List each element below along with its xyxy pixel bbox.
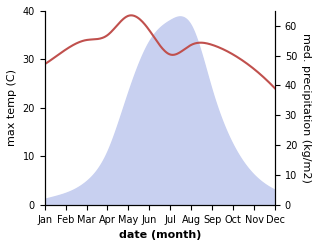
- Y-axis label: max temp (C): max temp (C): [7, 69, 17, 146]
- X-axis label: date (month): date (month): [119, 230, 201, 240]
- Y-axis label: med. precipitation (kg/m2): med. precipitation (kg/m2): [301, 33, 311, 183]
